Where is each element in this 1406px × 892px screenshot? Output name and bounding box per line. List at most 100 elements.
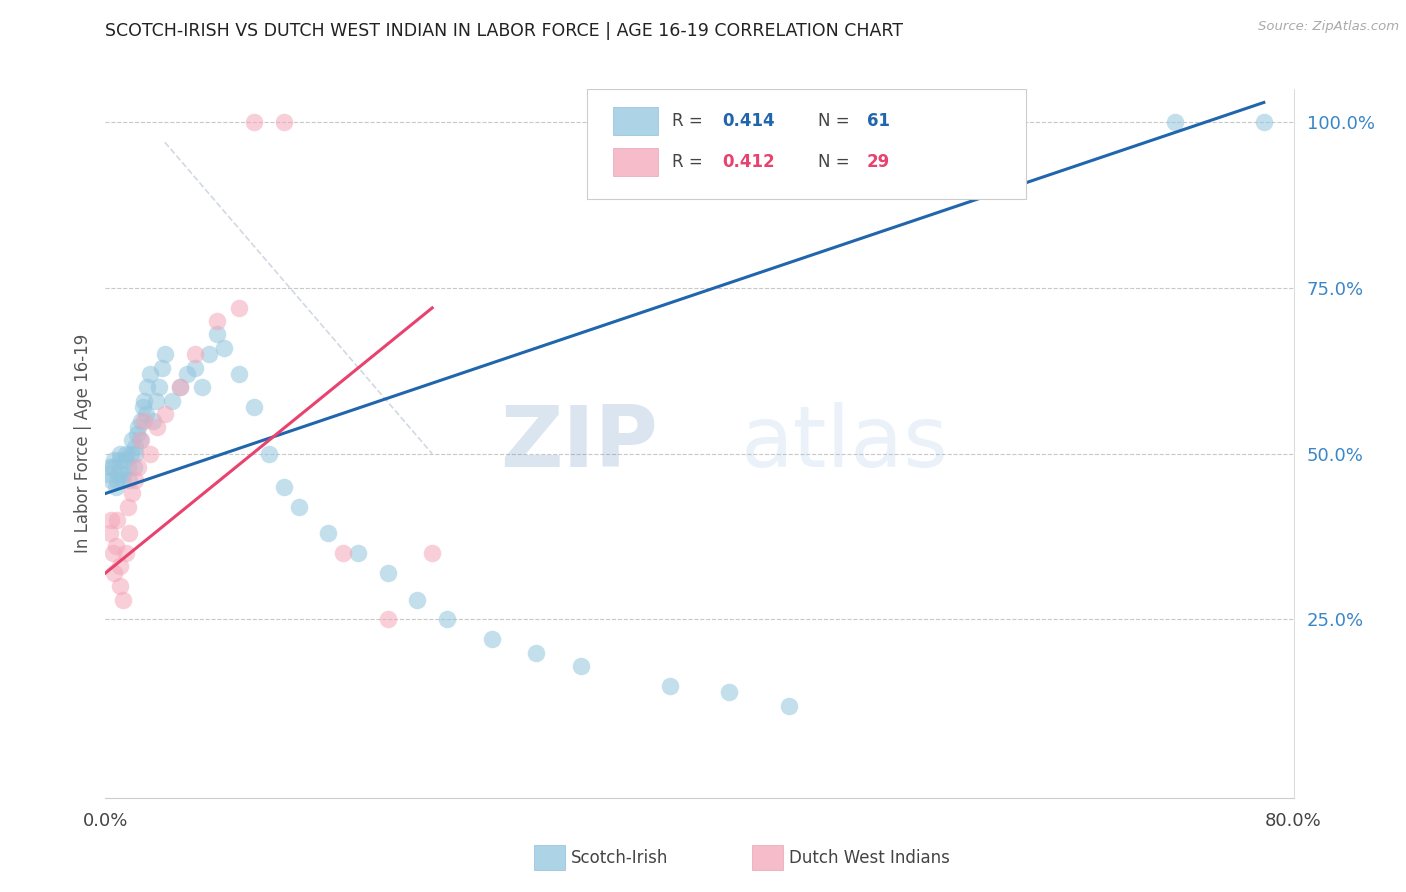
Point <box>104 480 127 494</box>
Y-axis label: In Labor Force | Age 16-19: In Labor Force | Age 16-19 <box>73 334 91 553</box>
Point <box>145 393 167 408</box>
Point <box>228 367 250 381</box>
Bar <box>613 148 658 177</box>
Point <box>136 380 159 394</box>
Text: Scotch-Irish: Scotch-Irish <box>571 849 668 867</box>
Point <box>436 612 458 626</box>
Point <box>150 360 173 375</box>
Point <box>120 447 142 461</box>
Point <box>1164 115 1187 129</box>
Point <box>129 434 152 448</box>
Point <box>110 453 132 467</box>
Text: SCOTCH-IRISH VS DUTCH WEST INDIAN IN LABOR FORCE | AGE 16-19 CORRELATION CHART: SCOTCH-IRISH VS DUTCH WEST INDIAN IN LAB… <box>105 22 904 40</box>
Point <box>100 473 122 487</box>
Point <box>132 413 155 427</box>
Point <box>118 473 141 487</box>
Point <box>153 347 176 361</box>
Point <box>778 698 800 713</box>
Point <box>1253 115 1275 129</box>
Point <box>101 546 124 560</box>
Point <box>718 685 741 699</box>
Point <box>117 460 139 475</box>
Point <box>121 486 143 500</box>
FancyBboxPatch shape <box>586 89 1026 199</box>
Point <box>108 467 131 481</box>
Point <box>110 447 132 461</box>
Text: R =: R = <box>672 112 709 130</box>
Point <box>316 526 339 541</box>
Point <box>110 559 132 574</box>
Point <box>153 407 176 421</box>
Point <box>146 420 169 434</box>
Point <box>117 500 139 514</box>
Point <box>121 434 143 448</box>
Point <box>183 360 205 375</box>
Point <box>569 658 592 673</box>
Point <box>98 526 121 541</box>
Point <box>97 467 120 481</box>
Point <box>377 612 399 626</box>
Point <box>243 401 266 415</box>
Point <box>124 473 146 487</box>
Point <box>347 546 370 560</box>
Point <box>176 367 198 381</box>
Text: R =: R = <box>672 153 709 171</box>
Point <box>142 413 165 427</box>
Point <box>110 579 132 593</box>
Point <box>148 380 170 394</box>
Point <box>118 526 141 541</box>
Text: Source: ZipAtlas.com: Source: ZipAtlas.com <box>1258 20 1399 33</box>
Point <box>658 679 681 693</box>
Point <box>198 347 221 361</box>
Point <box>124 440 146 454</box>
Text: 0.414: 0.414 <box>723 112 775 130</box>
Bar <box>613 107 658 136</box>
Point <box>332 546 354 560</box>
Point <box>103 566 125 580</box>
Point <box>131 401 153 415</box>
Point <box>183 347 205 361</box>
Point <box>105 473 128 487</box>
Text: 61: 61 <box>868 112 890 130</box>
Point <box>129 413 152 427</box>
Point <box>127 420 149 434</box>
Point <box>228 301 250 315</box>
Point <box>132 393 155 408</box>
Point <box>205 327 228 342</box>
Point <box>162 393 184 408</box>
Point <box>214 341 236 355</box>
Text: Dutch West Indians: Dutch West Indians <box>789 849 949 867</box>
Text: 29: 29 <box>868 153 890 171</box>
Point <box>420 546 443 560</box>
Point <box>101 460 124 475</box>
Point <box>377 566 399 580</box>
Point <box>100 513 122 527</box>
Point <box>127 460 149 475</box>
Text: N =: N = <box>818 153 855 171</box>
Point <box>273 480 295 494</box>
Point <box>114 453 136 467</box>
Text: 0.412: 0.412 <box>723 153 775 171</box>
Point <box>139 447 162 461</box>
Point <box>105 513 128 527</box>
Point <box>287 500 309 514</box>
Point <box>135 407 157 421</box>
Point <box>243 115 266 129</box>
Point <box>406 592 429 607</box>
Point <box>111 473 134 487</box>
Text: ZIP: ZIP <box>501 402 658 485</box>
Point <box>257 447 280 461</box>
Point <box>128 434 150 448</box>
Text: N =: N = <box>818 112 855 130</box>
Point <box>205 314 228 328</box>
Point <box>124 447 146 461</box>
Point <box>98 460 121 475</box>
Point <box>122 460 145 475</box>
Point <box>115 546 138 560</box>
Point <box>139 367 162 381</box>
Point <box>191 380 214 394</box>
Point <box>104 540 127 554</box>
Point <box>169 380 191 394</box>
Text: atlas: atlas <box>741 402 949 485</box>
Point <box>524 646 547 660</box>
